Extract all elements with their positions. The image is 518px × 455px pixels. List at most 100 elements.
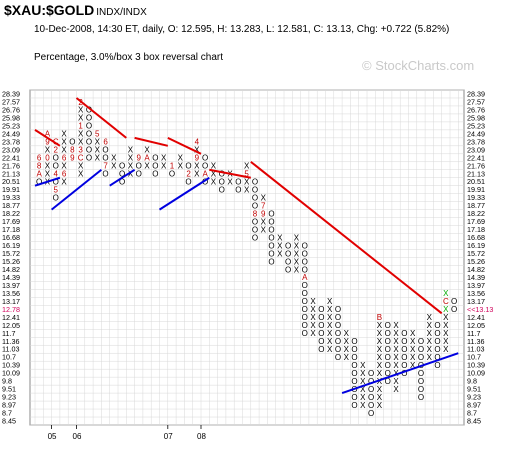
y-tick-label-left: 25.23: [2, 121, 20, 130]
y-tick-label-right: 25.98: [467, 113, 485, 122]
y-tick-label-left: 17.69: [2, 217, 20, 226]
x-box: X: [95, 146, 101, 155]
month-marker: 6: [37, 154, 42, 163]
month-marker: 5: [244, 170, 249, 179]
y-tick-label-right: 18.77: [467, 201, 485, 210]
y-tick-label-left: 9.8: [2, 377, 12, 386]
o-box: O: [252, 225, 258, 234]
x-box: X: [410, 345, 416, 354]
month-marker: 5: [54, 186, 59, 195]
x-box: X: [128, 146, 134, 155]
x-box: X: [327, 321, 333, 330]
o-box: O: [418, 385, 424, 394]
y-tick-label-left: 20.51: [2, 177, 20, 186]
y-tick-label-right: 15.26: [467, 257, 485, 266]
support-line: [50, 168, 103, 211]
y-tick-label-left: 23.78: [2, 137, 20, 146]
x-box: X: [377, 337, 383, 346]
y-tick-label-left: 26.76: [2, 105, 20, 114]
y-tick-label-right: 13.17: [467, 297, 485, 306]
y-tick-label-left: 10.09: [2, 369, 20, 378]
y-tick-label-right: 14.82: [467, 265, 485, 274]
x-box: X: [327, 329, 333, 338]
o-box: O: [351, 353, 357, 362]
o-box: O: [434, 361, 440, 370]
month-marker: 6: [103, 138, 108, 147]
o-box: O: [318, 345, 324, 354]
o-box: O: [152, 154, 158, 163]
month-marker: 8: [70, 146, 75, 155]
x-box: X: [244, 178, 250, 187]
o-box: O: [219, 178, 225, 187]
month-marker: 3: [78, 146, 83, 155]
o-box: O: [102, 146, 108, 155]
x-box: X: [344, 353, 350, 362]
y-tick-label-left: 23.09: [2, 145, 20, 154]
x-box: X: [261, 193, 267, 202]
x-box: X: [78, 106, 84, 115]
support-line: [158, 176, 210, 211]
resistance-line: [209, 168, 251, 179]
y-tick-label-right: 15.72: [467, 249, 485, 258]
x-box: X: [360, 385, 366, 394]
o-box: O: [302, 241, 308, 250]
o-box: O: [401, 369, 407, 378]
y-tick-label-right: 18.22: [467, 209, 485, 218]
o-box: O: [401, 353, 407, 362]
x-box: X: [61, 162, 67, 171]
x-box: X: [377, 385, 383, 394]
y-tick-label-right: 9.8: [467, 377, 477, 386]
x-box: X: [377, 401, 383, 410]
quote-line: 10-Dec-2008, 14:30 ET, daily, O: 12.595,…: [34, 24, 450, 35]
y-tick-label-left: 8.97: [2, 401, 16, 410]
o-box: O: [268, 241, 274, 250]
y-tick-label-right: 10.7: [467, 353, 481, 362]
x-box: X: [244, 186, 250, 195]
x-box: X: [211, 162, 217, 171]
x-box: X: [227, 178, 233, 187]
o-box: O: [102, 154, 108, 163]
x-box: X: [277, 233, 283, 242]
o-box: O: [368, 393, 374, 402]
o-box: O: [136, 162, 142, 171]
o-box: O: [302, 249, 308, 258]
month-marker: 4: [195, 138, 200, 147]
y-tick-label-right: 20.51: [467, 177, 485, 186]
o-box: O: [302, 289, 308, 298]
o-box: O: [368, 385, 374, 394]
chart-subtitle: Percentage, 3.0%/box 3 box reversal char…: [34, 52, 223, 63]
month-marker: 1: [170, 162, 175, 171]
chart-header: $XAU:$GOLD INDX/INDX: [4, 2, 514, 20]
y-tick-label-left: 13.97: [2, 281, 20, 290]
y-tick-label-right: 12.41: [467, 313, 485, 322]
month-marker: A: [45, 130, 51, 139]
x-box: X: [443, 321, 449, 330]
month-marker: 9: [261, 209, 266, 218]
x-box: X: [393, 329, 399, 338]
o-box: O: [252, 233, 258, 242]
x-box: X: [194, 162, 200, 171]
month-marker: 0: [45, 154, 50, 163]
x-tick-label: 06: [73, 432, 82, 441]
o-box: O: [418, 369, 424, 378]
o-box: O: [302, 297, 308, 306]
o-box: O: [302, 257, 308, 266]
x-box: X: [410, 329, 416, 338]
x-box: X: [427, 337, 433, 346]
o-box: O: [268, 257, 274, 266]
x-box: X: [78, 170, 84, 179]
o-box: O: [302, 329, 308, 338]
o-box: O: [202, 178, 208, 187]
month-marker: 9: [195, 154, 200, 163]
o-box: O: [152, 162, 158, 171]
x-box: X: [393, 361, 399, 370]
y-tick-label-right: 25.23: [467, 121, 485, 130]
month-marker: 7: [103, 162, 108, 171]
x-box: X: [443, 345, 449, 354]
o-box: O: [401, 337, 407, 346]
month-marker: 9: [137, 154, 142, 163]
x-box: X: [443, 337, 449, 346]
x-box: X: [261, 225, 267, 234]
y-tick-label-right: 17.69: [467, 217, 485, 226]
x-box: X: [61, 138, 67, 147]
